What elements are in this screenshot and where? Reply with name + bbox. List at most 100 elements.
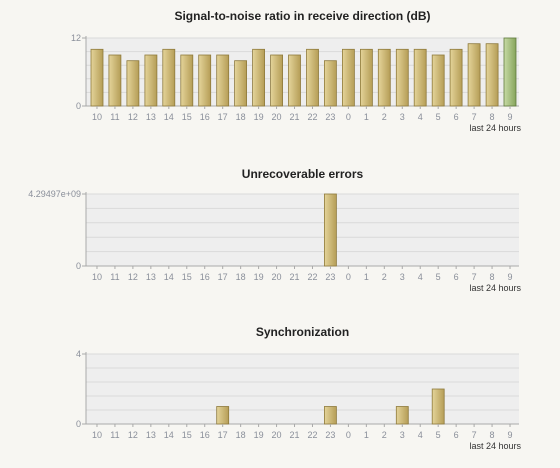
errors-x-tick-label: 22 bbox=[307, 272, 317, 282]
sync-y-tick-label: 0 bbox=[76, 419, 81, 429]
snr-x-tick-label: 8 bbox=[490, 112, 495, 122]
errors-x-tick-label: 18 bbox=[236, 272, 246, 282]
snr-x-tick-label: 7 bbox=[472, 112, 477, 122]
errors-x-tick-label: 6 bbox=[454, 272, 459, 282]
errors-x-tick-label: 8 bbox=[490, 272, 495, 282]
snr-bar-0 bbox=[341, 48, 355, 107]
sync-x-tick-label: 7 bbox=[472, 430, 477, 440]
sync-x-tick-label: 0 bbox=[346, 430, 351, 440]
errors-x-tick-label: 12 bbox=[128, 272, 138, 282]
snr-x-tick-label: 22 bbox=[307, 112, 317, 122]
snr-bar-12 bbox=[126, 60, 140, 107]
snr-bar-15 bbox=[180, 54, 194, 107]
snr-bar-21 bbox=[288, 54, 301, 107]
sync-x-tick-label: 17 bbox=[218, 430, 228, 440]
snr-x-tick-label: 4 bbox=[418, 112, 423, 122]
snr-bar-1 bbox=[359, 48, 373, 107]
snr-bar-13 bbox=[144, 54, 158, 107]
snr-x-tick-label: 3 bbox=[400, 112, 405, 122]
errors-x-tick-label: 5 bbox=[436, 272, 441, 282]
snr-bar-6 bbox=[449, 48, 463, 107]
errors-x-tick-label: 19 bbox=[254, 272, 264, 282]
sync-x-tick-label: 11 bbox=[110, 430, 119, 440]
sync-x-tick-label: 9 bbox=[508, 430, 513, 440]
sync-bar-5 bbox=[431, 388, 445, 425]
snr-x-tick-label: 5 bbox=[436, 112, 441, 122]
snr-bar-19 bbox=[252, 48, 266, 107]
sync-x-tick-label: 10 bbox=[92, 430, 102, 440]
snr-x-tick-label: 9 bbox=[508, 112, 513, 122]
snr-x-tick-label: 11 bbox=[110, 112, 119, 122]
sync-x-tick-label: 5 bbox=[436, 430, 441, 440]
errors-x-tick-label: 0 bbox=[346, 272, 351, 282]
snr-bar-14 bbox=[162, 48, 176, 107]
snr-chart: Signal-to-noise ratio in receive directi… bbox=[71, 9, 522, 133]
sync-x-tick-label: 16 bbox=[200, 430, 210, 440]
errors-x-tick-label: 16 bbox=[200, 272, 210, 282]
snr-bar-17 bbox=[216, 54, 230, 107]
errors-y-tick-label: 0 bbox=[76, 261, 81, 271]
errors-x-tick-label: 4 bbox=[418, 272, 423, 282]
sync-x-tick-label: 18 bbox=[236, 430, 246, 440]
errors-x-tick-label: 13 bbox=[146, 272, 156, 282]
snr-x-tick-label: 12 bbox=[128, 112, 138, 122]
sync-x-tick-label: 2 bbox=[382, 430, 387, 440]
errors-plot-area bbox=[86, 194, 519, 266]
snr-x-tick-label: 14 bbox=[164, 112, 174, 122]
snr-x-tick-label: 10 bbox=[92, 112, 102, 122]
snr-bar-8 bbox=[485, 43, 499, 107]
sync-x-tick-label: 4 bbox=[418, 430, 423, 440]
sync-x-tick-label: 19 bbox=[254, 430, 264, 440]
snr-bar-16 bbox=[198, 54, 212, 107]
sync-x-tick-label: 20 bbox=[272, 430, 282, 440]
snr-bar-23 bbox=[323, 60, 337, 107]
snr-x-tick-label: 21 bbox=[290, 112, 300, 122]
errors-x-tick-label: 21 bbox=[290, 272, 300, 282]
sync-chart-title: Synchronization bbox=[256, 325, 349, 339]
errors-x-tick-label: 1 bbox=[364, 272, 369, 282]
errors-x-tick-label: 10 bbox=[92, 272, 102, 282]
sync-x-tick-label: 23 bbox=[325, 430, 335, 440]
sync-x-tick-label: 22 bbox=[307, 430, 317, 440]
sync-plot-area bbox=[86, 354, 519, 424]
sync-x-tick-label: 13 bbox=[146, 430, 156, 440]
snr-x-tick-label: 19 bbox=[254, 112, 264, 122]
snr-bar-22 bbox=[306, 48, 319, 107]
snr-plot-area bbox=[86, 38, 519, 106]
errors-x-tick-label: 2 bbox=[382, 272, 387, 282]
sync-y-tick-label: 4 bbox=[76, 349, 81, 359]
snr-bar-11 bbox=[108, 54, 122, 107]
errors-x-tick-label: 23 bbox=[325, 272, 335, 282]
sync-x-tick-label: 8 bbox=[490, 430, 495, 440]
snr-x-tick-label: 15 bbox=[182, 112, 192, 122]
snr-x-tick-label: 1 bbox=[364, 112, 369, 122]
errors-chart-title: Unrecoverable errors bbox=[242, 167, 364, 181]
errors-y-tick-label: 4.29497e+09 bbox=[28, 189, 81, 199]
snr-bar-20 bbox=[270, 54, 284, 107]
errors-x-tick-label: 14 bbox=[164, 272, 174, 282]
errors-x-tick-label: 9 bbox=[508, 272, 513, 282]
errors-x-tick-label: 11 bbox=[110, 272, 119, 282]
snr-x-tick-label: 16 bbox=[200, 112, 210, 122]
sync-x-tick-label: 3 bbox=[400, 430, 405, 440]
sync-bar-23 bbox=[323, 406, 337, 425]
sync-x-tick-label: 1 bbox=[364, 430, 369, 440]
sync-x-tick-label: 12 bbox=[128, 430, 138, 440]
snr-x-tick-label: 18 bbox=[236, 112, 246, 122]
snr-x-tick-label: 2 bbox=[382, 112, 387, 122]
sync-bar-3 bbox=[395, 406, 409, 425]
errors-x-tick-label: 3 bbox=[400, 272, 405, 282]
sync-x-unit-label: last 24 hours bbox=[469, 441, 521, 451]
snr-bar-18 bbox=[234, 60, 248, 107]
snr-bar-5 bbox=[431, 54, 445, 107]
snr-bar-3 bbox=[395, 48, 409, 107]
snr-bar-9 bbox=[503, 37, 517, 107]
snr-x-unit-label: last 24 hours bbox=[469, 123, 521, 133]
snr-y-tick-label: 12 bbox=[71, 33, 81, 43]
snr-bar-7 bbox=[467, 43, 481, 107]
sync-bar-17 bbox=[216, 406, 230, 425]
errors-x-unit-label: last 24 hours bbox=[469, 283, 521, 293]
